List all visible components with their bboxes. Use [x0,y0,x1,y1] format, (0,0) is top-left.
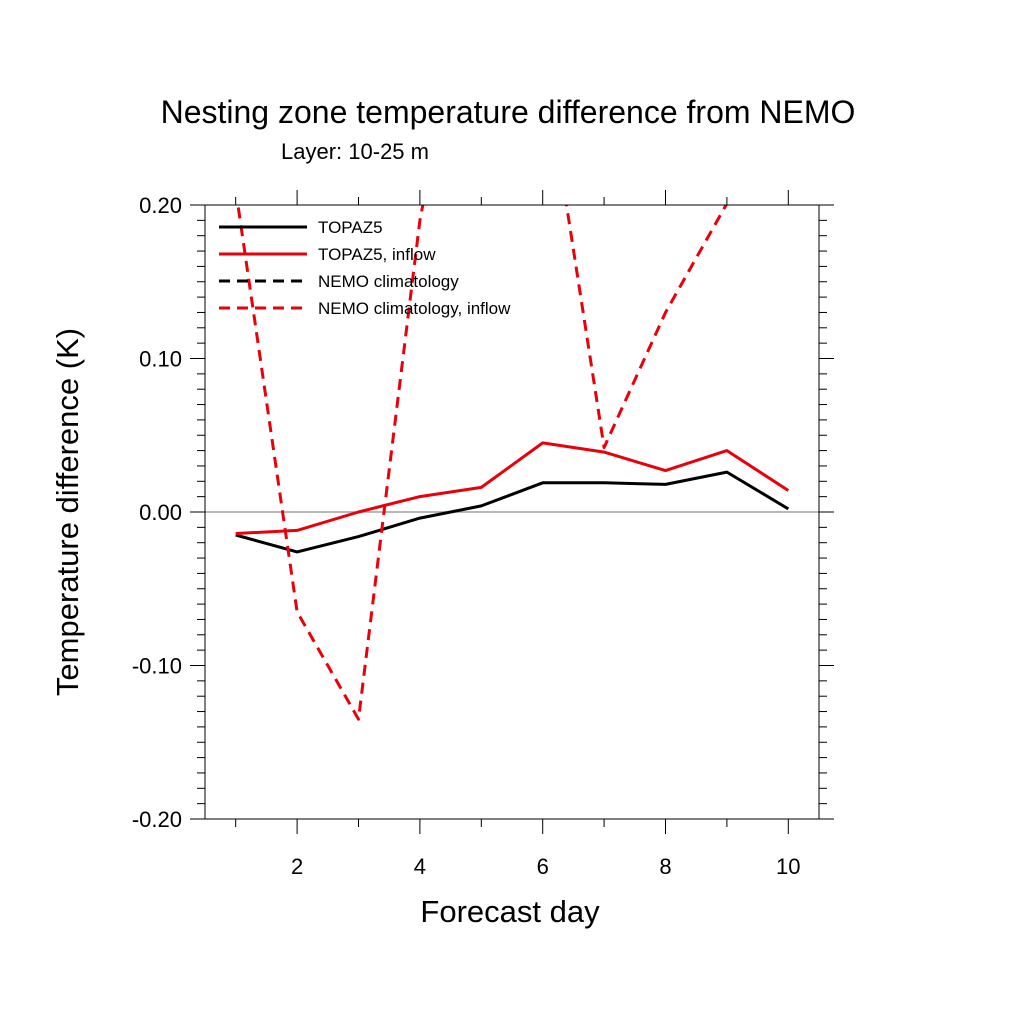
ticks-layer: 2 4 6 8 10 -0.20 -0.10 0.00 0.10 0.20 [132,190,834,879]
y-tick-label: -0.20 [132,807,182,832]
series-layer [235,205,790,721]
x-axis-label: Forecast day [420,894,600,929]
y-tick-label: 0.20 [139,193,182,218]
legend: TOPAZ5 TOPAZ5, inflow NEMO climatology NEMO… [219,218,511,318]
legend-label-topaz5: TOPAZ5 [318,218,383,237]
y-tick-label: -0.10 [132,654,182,679]
x-tick-label: 2 [291,854,303,879]
chart-title: Nesting zone temperature difference from… [161,94,856,130]
legend-label-topaz5-inflow: TOPAZ5, inflow [318,245,436,264]
y-axis-label: Temperature difference (K) [50,328,85,696]
x-tick-label: 6 [537,854,549,879]
y-tick-label: 0.10 [139,347,182,372]
series-line-topaz5-inflow [235,441,790,535]
legend-label-nemo-climatology-inflow: NEMO climatology, inflow [318,299,511,318]
plot-frame [204,204,820,820]
chart-subtitle: Layer: 10-25 m [281,139,429,164]
x-tick-label: 4 [414,854,426,879]
legend-label-nemo-climatology: NEMO climatology [318,272,459,291]
x-tick-label: 8 [659,854,671,879]
series-line-topaz5 [235,470,790,554]
y-tick-label: 0.00 [139,500,182,525]
series-line-nemo-climatology-inflow [236,205,728,721]
x-tick-label: 10 [776,854,800,879]
